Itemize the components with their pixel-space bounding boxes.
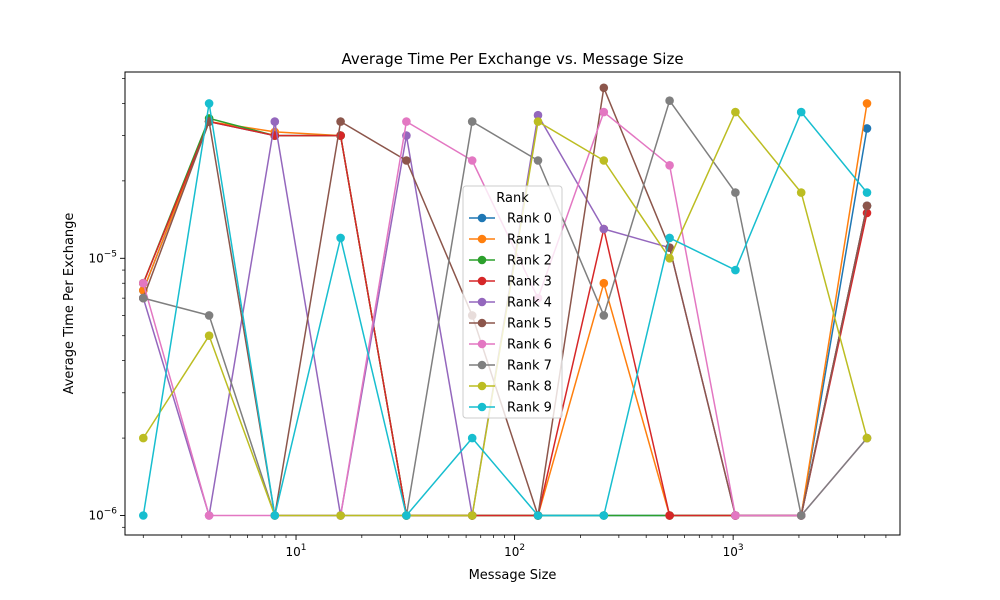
x-tick-label: 101: [286, 543, 307, 559]
data-point: [862, 433, 872, 443]
data-point: [402, 156, 411, 165]
legend-item: Rank 3: [469, 275, 552, 290]
data-point: [139, 433, 148, 443]
data-point: [665, 511, 674, 520]
data-point: [402, 117, 411, 126]
legend-marker: [477, 318, 487, 328]
data-point: [270, 117, 280, 126]
data-point: [270, 511, 280, 520]
legend-box: [462, 185, 563, 419]
data-point: [467, 156, 477, 165]
legend-title: Rank: [496, 191, 529, 206]
data-point: [402, 511, 411, 520]
legend-item: Rank 6: [469, 338, 552, 353]
plot-frame: [124, 71, 901, 536]
data-point: [599, 311, 609, 320]
data-point: [336, 117, 345, 126]
data-point: [796, 107, 806, 117]
data-point: [467, 511, 477, 520]
legend-marker: [477, 213, 487, 223]
data-point: [731, 188, 740, 197]
legend-label: Rank 8: [507, 380, 552, 395]
data-point: [862, 99, 872, 108]
legend-marker: [477, 360, 487, 370]
legend-label: Rank 4: [507, 296, 552, 311]
legend-label: Rank 6: [507, 338, 552, 353]
legend: Rank Rank 0 Rank 1 Rank 2 Rank 3 Rank 4 Rank 5…: [462, 185, 563, 419]
data-point: [599, 156, 609, 165]
legend-label: Rank 3: [507, 275, 552, 290]
legend-item: Rank 7: [469, 359, 552, 374]
y-tick-label: 10−5: [88, 249, 117, 265]
legend-item: Rank 4: [469, 296, 552, 311]
x-tick-label: 103: [723, 543, 744, 559]
data-point: [533, 117, 543, 126]
data-point: [665, 233, 674, 243]
y-tick-label: 10−6: [88, 507, 117, 523]
data-point: [204, 311, 214, 320]
data-point: [599, 224, 609, 234]
data-point: [599, 511, 609, 520]
x-axis-label: Message Size: [469, 568, 557, 583]
data-point: [731, 107, 740, 117]
data-point: [731, 511, 740, 520]
data-point: [599, 278, 609, 288]
series-line: [142, 102, 868, 517]
legend-label: Rank 5: [507, 317, 552, 332]
legend-item: Rank 2: [469, 254, 552, 269]
legend-label: Rank 9: [507, 401, 552, 416]
legend-item: Rank 1: [469, 233, 552, 248]
legend-marker: [477, 234, 487, 244]
legend-item: Rank 9: [469, 401, 552, 416]
legend-marker: [477, 381, 487, 391]
legend-label: Rank 0: [507, 212, 552, 227]
data-point: [467, 117, 477, 126]
data-point: [533, 511, 543, 520]
data-point: [204, 331, 214, 341]
legend-marker: [477, 339, 487, 349]
data-point: [467, 433, 477, 443]
legend-item: Rank 5: [469, 317, 552, 332]
data-point: [665, 253, 674, 263]
data-point: [336, 233, 345, 243]
data-point: [862, 188, 872, 197]
legend-label: Rank 1: [507, 233, 552, 248]
data-point: [731, 265, 740, 275]
series-rank-9: [139, 99, 872, 520]
data-point: [139, 293, 148, 303]
data-point: [139, 278, 148, 288]
data-point: [204, 99, 214, 108]
legend-marker: [477, 276, 487, 286]
legend-item: Rank 8: [469, 380, 552, 395]
data-point: [533, 110, 543, 120]
data-point: [533, 156, 543, 165]
data-point: [204, 511, 214, 520]
x-tick-label: 102: [504, 543, 525, 559]
legend-label: Rank 2: [507, 254, 552, 269]
legend-item: Rank 0: [469, 212, 552, 227]
x-axis: 101 102 103: [142, 535, 887, 559]
series-line: [143, 99, 868, 517]
data-point: [599, 107, 609, 117]
data-point: [665, 96, 674, 105]
legend-marker: [477, 297, 487, 307]
data-point: [796, 511, 806, 520]
data-point: [599, 83, 609, 93]
data-point: [862, 201, 872, 211]
data-point: [336, 511, 345, 520]
chart-title: Average Time Per Exchange vs. Message Si…: [341, 50, 683, 68]
data-point: [139, 511, 148, 520]
legend-marker: [477, 402, 487, 412]
data-point: [796, 188, 806, 197]
data-point: [665, 161, 674, 170]
y-axis-label: Average Time Per Exchange: [62, 213, 77, 395]
legend-marker: [477, 255, 487, 265]
y-axis: 10−6 10−5: [88, 78, 125, 528]
data-point: [862, 124, 872, 133]
legend-label: Rank 7: [507, 359, 552, 374]
